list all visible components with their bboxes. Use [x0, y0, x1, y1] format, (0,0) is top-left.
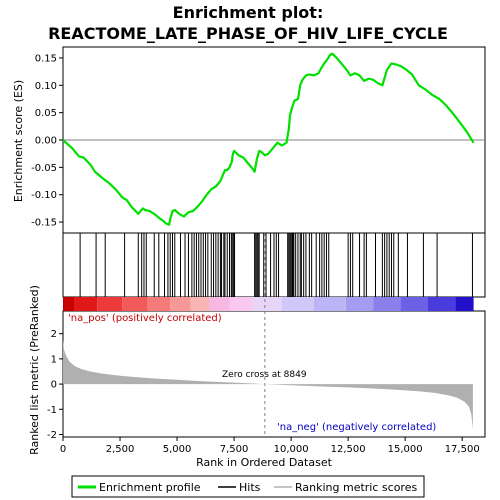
rank-bar-segment — [209, 297, 230, 311]
metric-tick-label: 2 — [51, 329, 57, 340]
es-y-axis-title: Enrichment score (ES) — [12, 80, 25, 202]
x-tick-label: 17,500 — [445, 444, 480, 455]
es-tick-label: 0.15 — [35, 53, 57, 64]
x-tick-label: 0 — [60, 444, 66, 455]
metric-y-axis-title: Ranked list metric (PreRanked) — [28, 285, 41, 455]
metric-tick-label: 1 — [51, 354, 57, 365]
rank-bar-segment — [74, 297, 97, 311]
chart-title-line2: REACTOME_LATE_PHASE_OF_HIV_LIFE_CYCLE — [48, 24, 448, 43]
rank-bar-segment — [230, 297, 253, 311]
legend-metric-label: Ranking metric scores — [295, 481, 417, 494]
x-tick-label: 10,000 — [274, 444, 309, 455]
rank-bar-segment — [455, 297, 473, 311]
es-tick-label: -0.15 — [31, 218, 57, 229]
es-tick-label: -0.10 — [31, 190, 57, 201]
rank-bar-segment — [147, 297, 170, 311]
metric-tick-label: -2 — [47, 430, 57, 441]
rank-bar-segment — [373, 297, 400, 311]
rank-bar-segment — [97, 297, 122, 311]
rank-color-bar — [63, 297, 474, 311]
metric-tick-label: 0 — [51, 380, 57, 391]
rank-bar-segment — [314, 297, 346, 311]
x-tick-label: 5,000 — [163, 444, 192, 455]
rank-bar-segment — [401, 297, 428, 311]
rank-bar-segment — [170, 297, 191, 311]
legend-enrichment-label: Enrichment profile — [99, 481, 201, 494]
x-tick-label: 2,500 — [106, 444, 135, 455]
zero-cross-label: Zero cross at 8849 — [222, 370, 307, 380]
rank-bar-segment — [282, 297, 314, 311]
pos-correlated-label: 'na_pos' (positively correlated) — [68, 313, 222, 324]
x-tick-label: 7,500 — [220, 444, 249, 455]
rank-bar-segment — [428, 297, 455, 311]
es-tick-label: 0.00 — [35, 136, 57, 147]
neg-correlated-label: 'na_neg' (negatively correlated) — [277, 422, 436, 433]
rank-bar-segment — [122, 297, 147, 311]
x-axis-title: Rank in Ordered Dataset — [196, 456, 333, 469]
legend: Enrichment profile Hits Ranking metric s… — [72, 476, 424, 497]
rank-bar-segment — [191, 297, 209, 311]
es-tick-label: -0.05 — [31, 163, 57, 174]
metric-tick-label: -1 — [47, 405, 57, 416]
rank-bar-segment — [346, 297, 373, 311]
x-tick-label: 12,500 — [331, 444, 366, 455]
es-tick-label: 0.05 — [35, 108, 57, 119]
chart-title-line1: Enrichment plot: — [173, 3, 324, 22]
legend-hits-label: Hits — [239, 481, 261, 494]
rank-bar-segment — [252, 297, 282, 311]
x-tick-label: 15,000 — [388, 444, 423, 455]
es-tick-label: 0.10 — [35, 81, 57, 92]
rank-bar-segment — [63, 297, 74, 311]
